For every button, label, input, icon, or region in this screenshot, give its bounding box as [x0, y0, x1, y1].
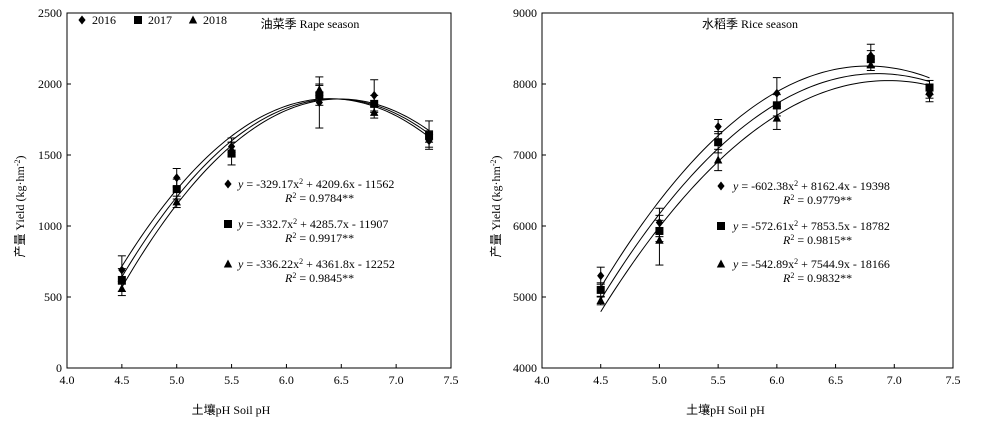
y-tick-label: 0	[56, 361, 62, 375]
data-point-2017	[714, 138, 723, 147]
y-tick-label: 6000	[513, 219, 537, 233]
equation-2017: y = -332.7x2 + 4285.7x - 11907	[237, 217, 388, 232]
fit-curve-2016	[600, 65, 930, 288]
plot-frame	[66, 12, 452, 369]
legend-marker-2016	[78, 15, 86, 25]
y-tick-label: 8000	[513, 77, 537, 91]
x-tick-label: 5.0	[169, 373, 184, 387]
chart-panel-2: 4.0 4.5 5.0 5.5 6.0 6.5 7.0 7.5 4000 5000 6000 7000…	[489, 6, 961, 417]
legend-marker-2017	[134, 16, 142, 24]
legend-label-2018: 2018	[203, 13, 227, 27]
data-point-2017	[772, 101, 781, 110]
data-point-2016	[714, 122, 722, 132]
x-tick-label: 5.0	[652, 373, 667, 387]
data-point-2018	[866, 60, 875, 69]
x-axis-label: 土壤pH Soil pH	[192, 402, 271, 417]
x-tick-label: 4.0	[60, 373, 75, 387]
r-squared-2016: R2 = 0.9784**	[284, 191, 354, 206]
x-tick-label: 6.5	[334, 373, 349, 387]
r-squared-2016: R2 = 0.9779**	[782, 193, 852, 208]
y-tick-label: 7000	[513, 148, 537, 162]
equation-2018: y = -542.89x2 + 7544.9x - 18166	[732, 257, 890, 272]
equation-marker-2017	[717, 222, 725, 230]
legend: 2016 2017 2018	[78, 13, 227, 27]
r-squared-2018: R2 = 0.9845**	[284, 271, 354, 286]
data-point-2017	[172, 185, 181, 194]
fit-curve-2017	[600, 73, 930, 300]
data-point-2018	[227, 144, 236, 153]
equation-marker-2018	[716, 259, 726, 268]
plot-frame	[541, 12, 954, 369]
data-point-2018	[424, 132, 434, 141]
y-tick-label: 4000	[513, 361, 537, 375]
data-point-2018	[117, 283, 127, 292]
x-tick-label: 5.5	[711, 373, 726, 387]
y-tick-label: 1000	[38, 219, 62, 233]
y-tick-label: 500	[44, 290, 62, 304]
data-point-2018	[772, 113, 782, 122]
x-tick-label: 4.0	[535, 373, 550, 387]
equation-marker-2016	[717, 181, 725, 191]
y-tick-label: 5000	[513, 290, 537, 304]
data-point-2016	[173, 173, 181, 183]
equation-2016: y = -329.17x2 + 4209.6x - 11562	[237, 177, 394, 192]
chart-panel-1: 4.0 4.5 5.0 5.5 6.0 6.5 7.0 7.5 0 500 1000 1500 2000…	[13, 6, 459, 417]
legend-label-2017: 2017	[148, 13, 172, 27]
x-tick-label: 4.5	[114, 373, 129, 387]
equation-marker-2017	[224, 220, 232, 228]
legend-marker-2018	[188, 15, 198, 24]
equation-2016: y = -602.38x2 + 8162.4x - 19398	[732, 179, 890, 194]
chart-title: 水稻季 Rice season	[702, 17, 798, 31]
y-axis-label: 产量 Yield (kg·hm-2)	[489, 156, 504, 258]
data-point-2016	[597, 271, 605, 281]
data-point-2017	[370, 99, 379, 108]
data-point-2016	[773, 88, 781, 98]
y-axis-label: 产量 Yield (kg·hm-2)	[13, 156, 28, 258]
y-tick-label: 2500	[38, 6, 62, 20]
data-point-2018	[315, 85, 324, 94]
y-tick-label: 9000	[513, 6, 537, 20]
x-tick-label: 6.5	[828, 373, 843, 387]
x-tick-label: 7.0	[887, 373, 902, 387]
r-squared-2018: R2 = 0.9832**	[782, 271, 852, 286]
r-squared-2017: R2 = 0.9917**	[284, 231, 354, 246]
legend-label-2016: 2016	[92, 13, 116, 27]
r-squared-2017: R2 = 0.9815**	[782, 233, 852, 248]
equation-2017: y = -572.61x2 + 7853.5x - 18782	[732, 219, 890, 234]
data-point-2017	[596, 285, 605, 294]
equation-marker-2016	[224, 179, 232, 189]
data-point-2018	[370, 107, 379, 116]
x-tick-label: 7.5	[946, 373, 961, 387]
data-point-2018	[713, 155, 723, 164]
data-point-2018	[596, 296, 605, 305]
x-tick-label: 5.5	[224, 373, 239, 387]
data-point-2018	[172, 197, 181, 206]
x-tick-label: 7.0	[389, 373, 404, 387]
chart-title: 油菜季 Rape season	[261, 17, 360, 31]
x-tick-label: 4.5	[593, 373, 608, 387]
y-tick-label: 1500	[38, 148, 62, 162]
x-axis-label: 土壤pH Soil pH	[686, 402, 765, 417]
equation-2018: y = -336.22x2 + 4361.8x - 12252	[237, 257, 395, 272]
equation-marker-2018	[223, 259, 233, 268]
data-point-2018	[655, 235, 664, 244]
x-tick-label: 6.0	[769, 373, 784, 387]
data-point-2018	[925, 86, 934, 95]
x-tick-label: 6.0	[279, 373, 294, 387]
data-point-2017	[117, 275, 126, 284]
y-tick-label: 2000	[38, 77, 62, 91]
x-tick-label: 7.5	[444, 373, 459, 387]
